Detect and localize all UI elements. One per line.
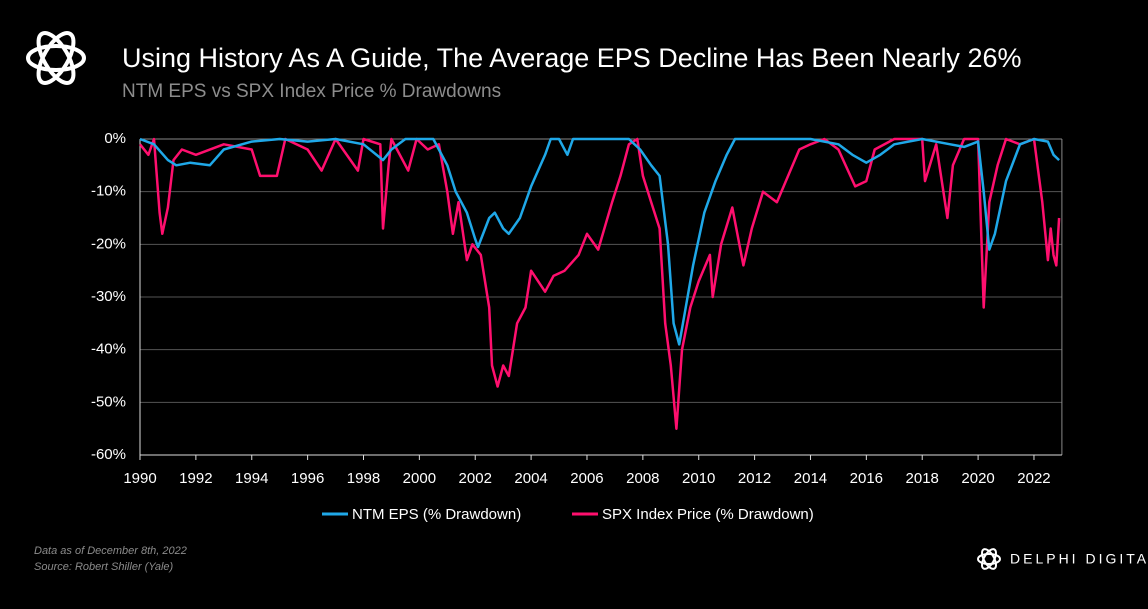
chart-title: Using History As A Guide, The Average EP… bbox=[122, 43, 1021, 73]
footnote: Data as of December 8th, 2022 bbox=[34, 545, 187, 557]
legend-label: NTM EPS (% Drawdown) bbox=[352, 506, 521, 523]
x-tick-label: 2020 bbox=[961, 470, 994, 487]
series-line bbox=[139, 137, 1061, 430]
x-tick-label: 1992 bbox=[179, 470, 212, 487]
x-tick-label: 2014 bbox=[794, 470, 827, 487]
x-tick-label: 1996 bbox=[291, 470, 324, 487]
x-tick-label: 1990 bbox=[123, 470, 156, 487]
x-tick-label: 2008 bbox=[626, 470, 659, 487]
x-tick-label: 2010 bbox=[682, 470, 715, 487]
x-tick-label: 2012 bbox=[738, 470, 771, 487]
chart-subtitle: NTM EPS vs SPX Index Price % Drawdowns bbox=[122, 81, 501, 102]
x-tick-label: 2018 bbox=[906, 470, 939, 487]
x-tick-label: 2022 bbox=[1017, 470, 1050, 487]
x-tick-label: 2000 bbox=[403, 470, 436, 487]
x-tick-label: 2002 bbox=[459, 470, 492, 487]
x-tick-label: 2016 bbox=[850, 470, 883, 487]
legend-label: SPX Index Price (% Drawdown) bbox=[602, 506, 814, 523]
x-tick-label: 1998 bbox=[347, 470, 380, 487]
y-tick-label: -40% bbox=[91, 341, 126, 358]
y-tick-label: -50% bbox=[91, 393, 126, 410]
x-tick-label: 2004 bbox=[514, 470, 547, 487]
brand: DELPHI DIGITAL bbox=[1010, 551, 1148, 567]
brand-logo bbox=[977, 548, 1001, 570]
y-tick-label: -60% bbox=[91, 446, 126, 463]
y-tick-label: -20% bbox=[91, 235, 126, 252]
y-tick-label: -30% bbox=[91, 288, 126, 305]
y-tick-label: 0% bbox=[104, 130, 126, 147]
x-tick-label: 2006 bbox=[570, 470, 603, 487]
logo bbox=[26, 31, 86, 85]
x-tick-label: 1994 bbox=[235, 470, 268, 487]
series-line bbox=[139, 137, 1060, 346]
footnote: Source: Robert Shiller (Yale) bbox=[34, 561, 174, 573]
y-tick-label: -10% bbox=[91, 183, 126, 200]
